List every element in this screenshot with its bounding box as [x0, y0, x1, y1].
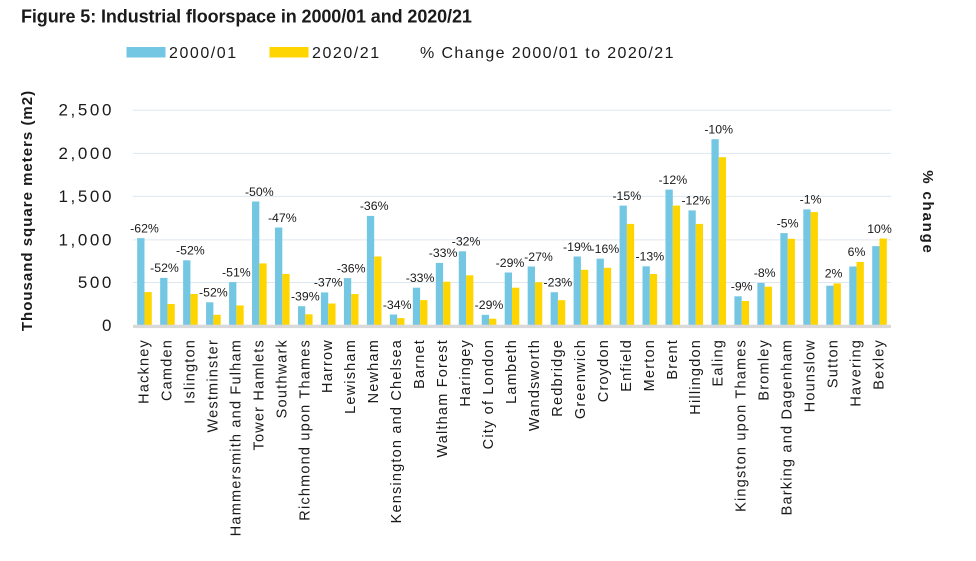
svg-text:-29%: -29%: [496, 256, 525, 270]
svg-text:2000/01: 2000/01: [169, 45, 238, 62]
svg-text:Brent: Brent: [665, 339, 681, 380]
svg-text:Enfield: Enfield: [619, 339, 635, 392]
svg-text:-52%: -52%: [150, 261, 179, 275]
svg-text:Merton: Merton: [642, 339, 658, 391]
svg-text:Havering: Havering: [849, 339, 865, 407]
svg-text:Hackney: Hackney: [137, 339, 153, 404]
svg-text:Figure 5: Industrial floorspac: Figure 5: Industrial floorspace in 2000/…: [21, 6, 472, 26]
svg-text:-32%: -32%: [452, 235, 481, 249]
svg-text:-27%: -27%: [524, 250, 553, 264]
svg-text:-62%: -62%: [130, 221, 159, 235]
svg-text:-23%: -23%: [544, 276, 573, 290]
svg-text:Croydon: Croydon: [596, 339, 612, 402]
svg-text:Bromley: Bromley: [757, 339, 773, 401]
svg-text:2,000: 2,000: [58, 144, 114, 163]
svg-text:City of London: City of London: [481, 339, 497, 449]
svg-text:-37%: -37%: [314, 276, 343, 290]
svg-text:Kensington and Chelsea: Kensington and Chelsea: [389, 339, 405, 523]
svg-text:Lewisham: Lewisham: [343, 339, 359, 414]
svg-text:Waltham Forest: Waltham Forest: [435, 339, 451, 458]
svg-text:-29%: -29%: [475, 298, 504, 312]
svg-text:Newham: Newham: [366, 339, 382, 403]
svg-text:-19%: -19%: [563, 240, 592, 254]
svg-text:10%: 10%: [867, 222, 892, 236]
svg-text:-5%: -5%: [777, 216, 799, 230]
svg-text:Southwark: Southwark: [274, 339, 290, 418]
svg-text:Sutton: Sutton: [826, 339, 842, 388]
svg-text:Barking and Dagenham: Barking and Dagenham: [780, 339, 796, 515]
svg-text:Richmond upon Thames: Richmond upon Thames: [297, 339, 313, 521]
svg-text:Ealing: Ealing: [711, 339, 727, 387]
svg-text:-34%: -34%: [383, 298, 412, 312]
svg-text:-33%: -33%: [429, 246, 458, 260]
svg-text:% Change 2000/01 to 2020/21: % Change 2000/01 to 2020/21: [420, 45, 675, 62]
svg-text:Barnet: Barnet: [412, 339, 428, 389]
svg-text:-51%: -51%: [222, 265, 251, 279]
svg-text:Wandsworth: Wandsworth: [527, 339, 543, 431]
svg-text:Tower Hamlets: Tower Hamlets: [251, 339, 267, 451]
svg-text:2020/21: 2020/21: [312, 45, 381, 62]
svg-text:2%: 2%: [825, 267, 843, 281]
svg-text:Haringey: Haringey: [458, 339, 474, 407]
svg-text:Islington: Islington: [182, 339, 198, 404]
svg-text:500: 500: [78, 273, 114, 292]
svg-text:Redbridge: Redbridge: [550, 339, 566, 417]
svg-text:% change: % change: [919, 170, 936, 254]
svg-text:-9%: -9%: [731, 280, 753, 294]
svg-text:Camden: Camden: [160, 339, 176, 401]
svg-text:-39%: -39%: [291, 290, 320, 304]
svg-text:6%: 6%: [848, 245, 866, 259]
svg-text:-36%: -36%: [360, 199, 389, 213]
svg-text:-16%: -16%: [591, 242, 620, 256]
svg-text:-13%: -13%: [635, 250, 664, 264]
svg-text:-47%: -47%: [268, 211, 297, 225]
svg-text:-52%: -52%: [176, 244, 205, 258]
svg-text:-12%: -12%: [658, 173, 687, 187]
svg-text:Bexley: Bexley: [872, 339, 888, 390]
svg-text:Lambeth: Lambeth: [504, 339, 520, 404]
svg-text:Hounslow: Hounslow: [803, 339, 819, 412]
svg-text:Hammersmith and Fulham: Hammersmith and Fulham: [228, 339, 244, 536]
svg-text:Harrow: Harrow: [320, 339, 336, 393]
svg-text:-33%: -33%: [406, 271, 435, 285]
svg-text:1,000: 1,000: [58, 230, 114, 249]
svg-text:Kingston upon Thames: Kingston upon Thames: [734, 339, 750, 512]
svg-text:-50%: -50%: [245, 185, 274, 199]
svg-text:-1%: -1%: [800, 193, 822, 207]
svg-text:-10%: -10%: [704, 123, 733, 137]
svg-text:Westminster: Westminster: [205, 339, 221, 433]
svg-text:-8%: -8%: [754, 266, 776, 280]
svg-text:-15%: -15%: [612, 189, 641, 203]
svg-text:-36%: -36%: [337, 261, 366, 275]
svg-text:Hillingdon: Hillingdon: [688, 339, 704, 415]
svg-text:2,500: 2,500: [58, 101, 114, 120]
svg-text:Greenwich: Greenwich: [573, 339, 589, 419]
svg-text:Thousand square meters (m2): Thousand square meters (m2): [19, 90, 36, 331]
svg-text:1,500: 1,500: [58, 187, 114, 206]
svg-text:-52%: -52%: [199, 286, 228, 300]
svg-text:-12%: -12%: [681, 194, 710, 208]
svg-text:0: 0: [102, 316, 114, 335]
